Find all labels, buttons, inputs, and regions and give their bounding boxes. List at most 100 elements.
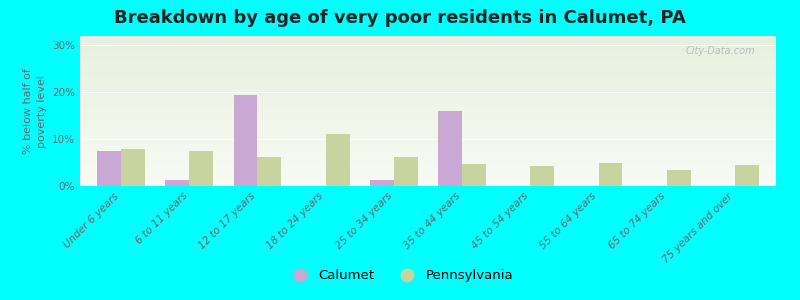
Bar (80, 114, 776, 116)
Bar (80, 171, 776, 172)
Bar (80, 56, 776, 57)
Bar (80, 96, 776, 98)
Bar (80, 146, 776, 147)
Bar (80, 141, 776, 142)
Bar (80, 108, 776, 110)
Bar (80, 158, 776, 159)
Bar (80, 128, 776, 129)
Bar (80, 52, 776, 54)
Bar (97, 151, 121, 186)
Bar (80, 180, 776, 182)
Bar (80, 160, 776, 162)
Bar (394, 157, 418, 186)
Bar (80, 122, 776, 123)
Bar (80, 80, 776, 81)
Bar (258, 157, 282, 186)
Bar (80, 76, 776, 78)
Bar (80, 57, 776, 58)
Bar (80, 183, 776, 184)
Bar (80, 102, 776, 104)
Bar (80, 130, 776, 132)
Bar (80, 64, 776, 66)
Bar (80, 172, 776, 174)
Bar (80, 72, 776, 74)
Bar (80, 153, 776, 154)
Bar (80, 176, 776, 177)
Bar (80, 105, 776, 106)
Bar (80, 74, 776, 75)
Bar (80, 88, 776, 90)
Bar (80, 106, 776, 108)
Bar (80, 177, 776, 178)
Bar (80, 126, 776, 128)
Bar (80, 58, 776, 60)
Bar (326, 134, 350, 186)
Bar (80, 92, 776, 93)
Bar (80, 165, 776, 166)
Bar (80, 63, 776, 64)
Bar (80, 152, 776, 153)
Bar (80, 81, 776, 82)
Bar (80, 148, 776, 150)
Bar (80, 68, 776, 69)
Bar (80, 120, 776, 122)
Bar (530, 166, 554, 186)
Text: Breakdown by age of very poor residents in Calumet, PA: Breakdown by age of very poor residents … (114, 9, 686, 27)
Bar (735, 165, 759, 186)
Bar (80, 112, 776, 114)
Bar (80, 147, 776, 148)
Bar (80, 142, 776, 144)
Bar (462, 164, 486, 186)
Bar (80, 174, 776, 176)
Bar (80, 48, 776, 50)
Bar (80, 51, 776, 52)
Bar (80, 44, 776, 45)
Bar (80, 111, 776, 112)
Bar (80, 144, 776, 146)
Bar (80, 70, 776, 72)
Bar (370, 180, 394, 186)
Bar (80, 154, 776, 156)
Bar (80, 136, 776, 138)
Bar (80, 159, 776, 160)
Bar (80, 150, 776, 152)
Bar (234, 94, 258, 186)
Bar (80, 123, 776, 124)
Bar (80, 156, 776, 158)
Bar (667, 169, 690, 186)
Bar (80, 40, 776, 42)
Bar (80, 66, 776, 68)
Bar (80, 94, 776, 96)
Bar (80, 100, 776, 102)
Bar (80, 164, 776, 165)
Bar (80, 54, 776, 56)
Bar (80, 85, 776, 87)
Bar (80, 103, 776, 105)
Text: City-Data.com: City-Data.com (686, 46, 755, 56)
Bar (80, 138, 776, 140)
Bar (80, 82, 776, 84)
Bar (166, 180, 189, 186)
Bar (80, 110, 776, 111)
Bar (80, 99, 776, 100)
Bar (80, 38, 776, 39)
Bar (80, 45, 776, 46)
Bar (80, 78, 776, 80)
Bar (598, 163, 622, 186)
Bar (80, 140, 776, 141)
Bar (438, 111, 462, 186)
Bar (80, 124, 776, 126)
Bar (80, 168, 776, 170)
Y-axis label: % below half of
poverty level: % below half of poverty level (22, 68, 46, 154)
Bar (80, 184, 776, 186)
Bar (80, 169, 776, 171)
Bar (80, 135, 776, 136)
Bar (80, 117, 776, 118)
Bar (189, 151, 213, 186)
Bar (80, 116, 776, 117)
Bar (80, 42, 776, 44)
Bar (80, 60, 776, 61)
Bar (80, 167, 776, 168)
Bar (80, 84, 776, 86)
Bar (80, 50, 776, 51)
